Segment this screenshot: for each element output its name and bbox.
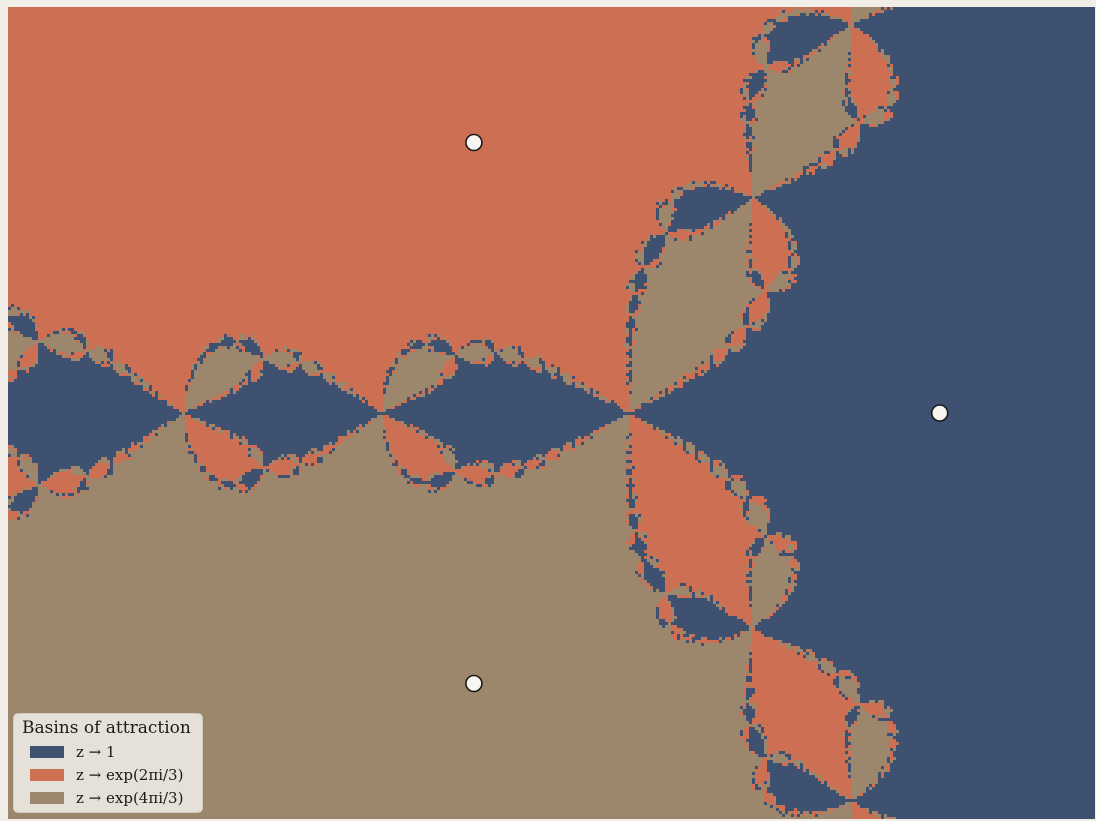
basin-2-region — [8, 7, 899, 819]
root-marker-1 — [930, 404, 949, 422]
basin-1-region — [8, 7, 1095, 819]
root-marker-2 — [465, 133, 483, 152]
legend-swatch-basin-3 — [30, 792, 64, 804]
root-marker-3 — [465, 674, 483, 693]
legend: Basins of attraction z → 1 z → exp(2πi/3… — [13, 713, 203, 813]
plot-area — [8, 7, 1095, 819]
legend-title: Basins of attraction — [22, 718, 191, 738]
basin-layer — [8, 7, 1095, 819]
legend-label-basin-3: z → exp(4πi/3) — [76, 789, 184, 807]
legend-swatch-basin-2 — [30, 769, 64, 781]
basin-3-region — [8, 7, 899, 819]
legend-swatch-basin-1 — [30, 746, 64, 758]
root-markers — [465, 133, 949, 693]
legend-label-basin-1: z → 1 — [76, 743, 116, 761]
legend-label-basin-2: z → exp(2πi/3) — [76, 766, 184, 784]
